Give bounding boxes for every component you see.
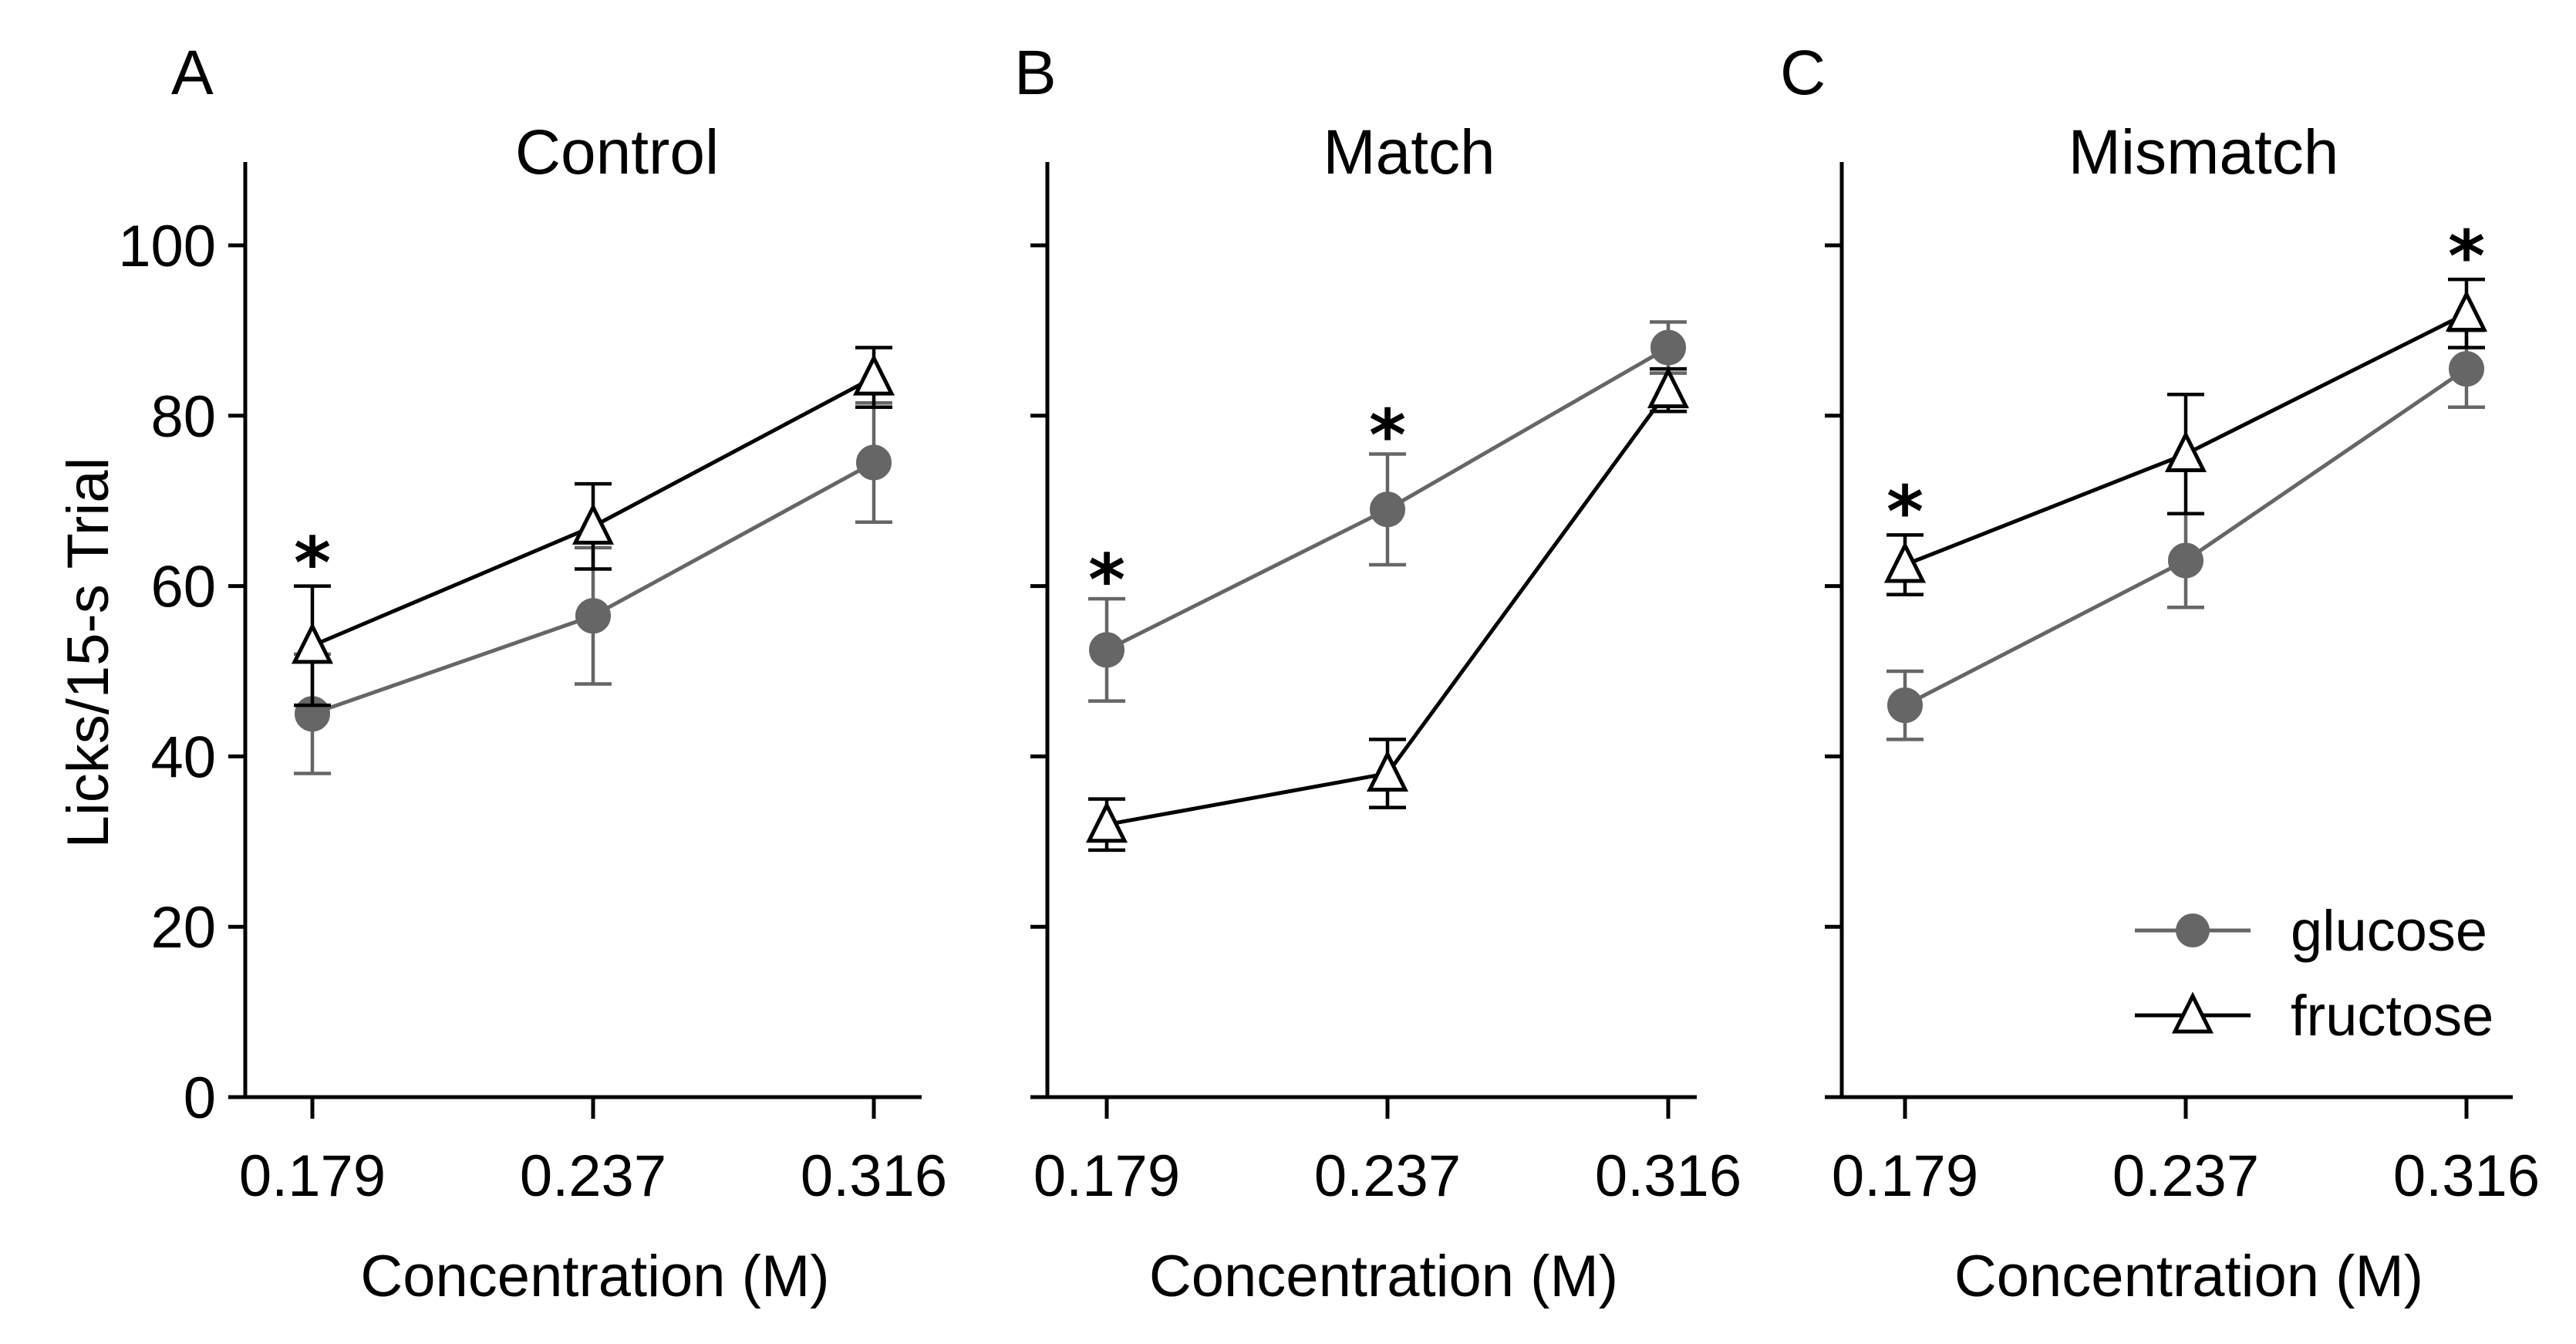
- significance-star: *: [294, 522, 331, 604]
- y-tick-label: 60: [150, 555, 216, 620]
- panel-letter: B: [1014, 38, 1057, 108]
- fructose-point: [1085, 801, 1128, 843]
- glucose-point: [1089, 632, 1124, 668]
- y-tick-label: 100: [118, 214, 216, 279]
- y-tick-label: 0: [184, 1065, 216, 1131]
- x-tick-label: 0.316: [2393, 1143, 2540, 1209]
- significance-star: *: [1369, 394, 1406, 477]
- fructose-point: [291, 622, 334, 664]
- glucose-point: [1650, 329, 1686, 366]
- x-tick-label: 0.179: [239, 1143, 386, 1209]
- x-tick-label: 0.179: [1832, 1143, 1978, 1209]
- glucose-point: [1887, 687, 1923, 724]
- panel-letter: C: [1780, 38, 1826, 108]
- x-tick-label: 0.316: [801, 1143, 947, 1209]
- glucose-point: [2168, 542, 2203, 579]
- significance-star: *: [1886, 471, 1924, 553]
- fructose-point: [852, 353, 895, 396]
- fructose-point: [2164, 430, 2207, 472]
- panel-title: Mismatch: [2069, 117, 2339, 187]
- fructose-point: [2445, 289, 2488, 332]
- glucose-point: [2449, 351, 2484, 387]
- fructose-point: [1883, 541, 1927, 583]
- glucose-point: [856, 444, 892, 481]
- significance-star: *: [2448, 215, 2485, 298]
- legend-fructose-marker: [2171, 991, 2214, 1034]
- x-tick-label: 0.179: [1033, 1143, 1180, 1209]
- y-tick-label: 40: [150, 724, 216, 790]
- x-tick-label: 0.237: [520, 1143, 666, 1209]
- significance-star: *: [1088, 539, 1125, 622]
- legend-glucose-marker: [2176, 913, 2210, 947]
- fructose-point: [572, 502, 615, 545]
- x-axis-title: Concentration (M): [1149, 1244, 1618, 1309]
- x-axis-title: Concentration (M): [1954, 1244, 2423, 1309]
- fructose-point: [1647, 366, 1690, 409]
- y-axis-title: Licks/15-s Trial: [56, 458, 121, 849]
- legend-label: glucose: [2291, 899, 2487, 963]
- panel-letter: A: [171, 38, 214, 108]
- y-tick-label: 80: [150, 384, 216, 450]
- x-tick-label: 0.237: [1314, 1143, 1461, 1209]
- y-tick-label: 20: [150, 895, 216, 961]
- glucose-point: [1370, 491, 1405, 528]
- x-axis-title: Concentration (M): [360, 1244, 829, 1309]
- fructose-point: [1366, 749, 1409, 792]
- x-tick-label: 0.237: [2112, 1143, 2259, 1209]
- panel-title: Match: [1323, 117, 1495, 187]
- glucose-point: [575, 598, 611, 634]
- panel-title: Control: [515, 117, 719, 187]
- legend-label: fructose: [2291, 984, 2493, 1048]
- x-tick-label: 0.316: [1595, 1143, 1741, 1209]
